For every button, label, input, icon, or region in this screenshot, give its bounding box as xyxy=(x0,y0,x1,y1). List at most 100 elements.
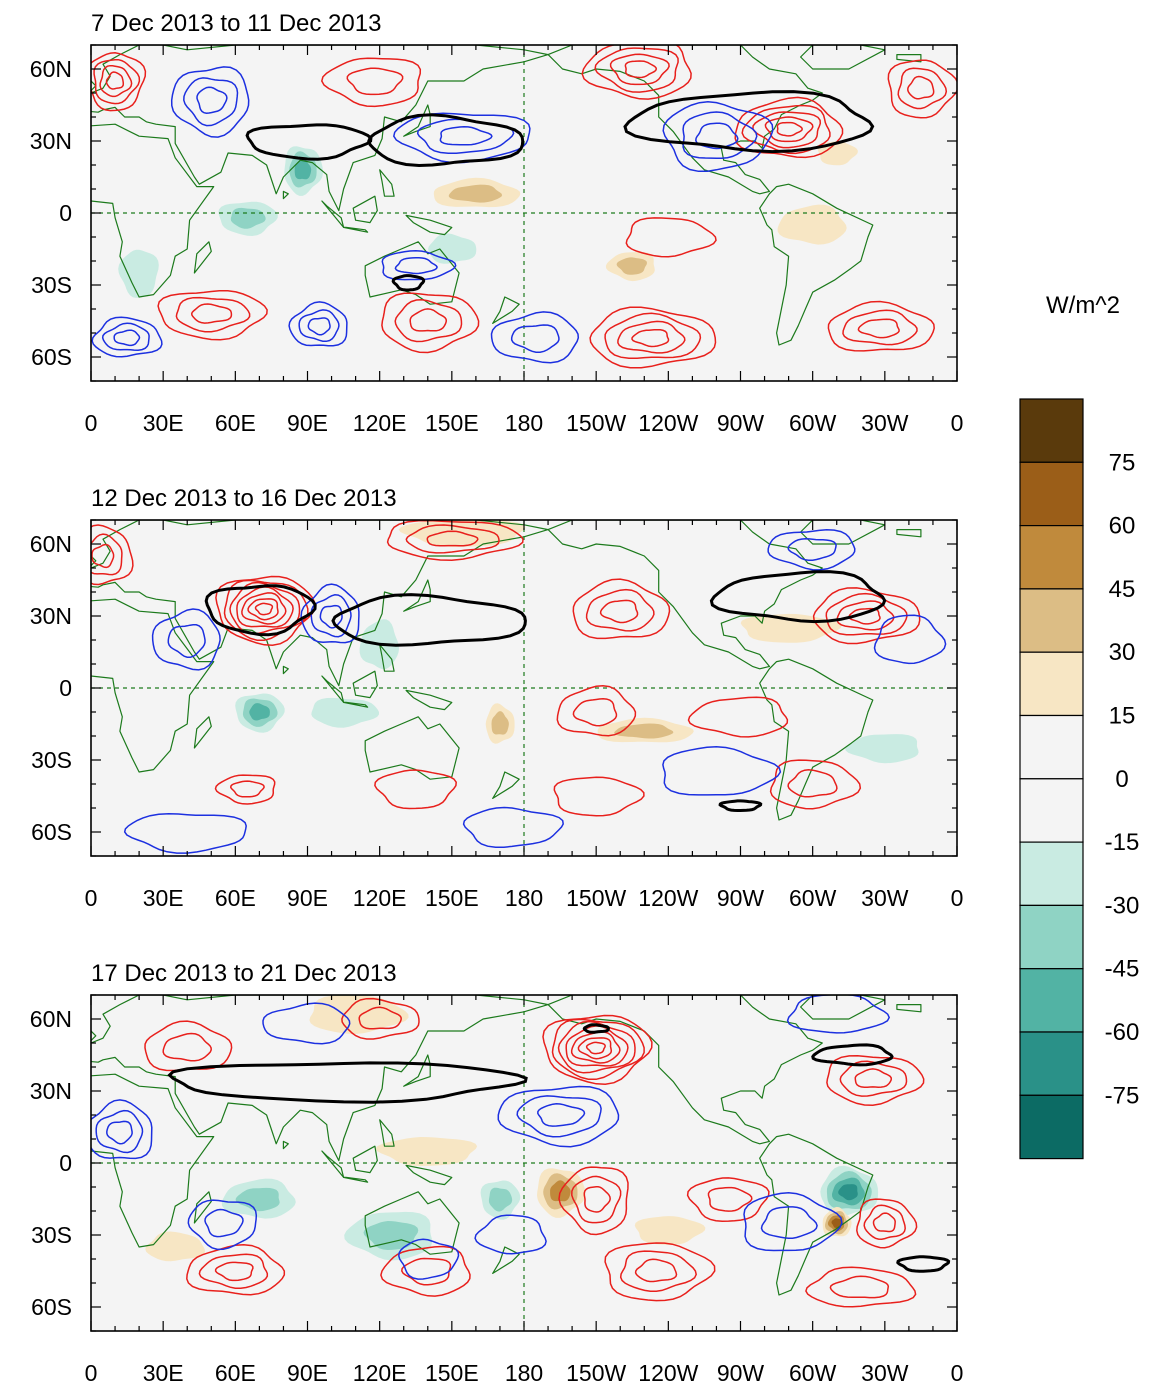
negative-anomaly-shading xyxy=(311,697,379,728)
latitude-tick-label: 60S xyxy=(31,1294,72,1320)
positive-anomaly-shading xyxy=(777,204,847,245)
negative-contour xyxy=(91,316,163,358)
coastline xyxy=(379,644,395,672)
negative-contour xyxy=(91,1099,153,1160)
positive-contour xyxy=(91,543,115,569)
positive-contour xyxy=(609,53,670,86)
colorbar-swatch xyxy=(1019,461,1084,527)
longitude-tick-label: 180 xyxy=(505,1360,543,1386)
negative-contour xyxy=(170,66,250,138)
negative-contour xyxy=(439,126,493,146)
longitude-tick-label: 0 xyxy=(85,1360,98,1386)
longitude-tick-label: 0 xyxy=(951,410,964,436)
latitude-tick-label: 30S xyxy=(31,747,72,773)
negative-contour xyxy=(298,309,340,343)
latitude-tick-label: 60N xyxy=(30,1006,72,1032)
latitude-tick-label: 0 xyxy=(59,1150,72,1176)
negative-contour xyxy=(151,608,221,671)
latitude-tick-label: 60S xyxy=(31,819,72,845)
coastline xyxy=(67,81,77,88)
colorbar-swatch xyxy=(1019,588,1084,653)
latitude-tick-label: 30S xyxy=(31,272,72,298)
longitude-tick-label: 0 xyxy=(951,1360,964,1386)
longitude-tick-label: 90W xyxy=(717,410,765,436)
colorbar-label: 30 xyxy=(1109,639,1136,666)
coastline xyxy=(364,716,460,780)
positive-contour xyxy=(734,96,844,159)
negative-contour xyxy=(398,1238,460,1280)
colorbar-label: 45 xyxy=(1109,576,1136,603)
bold-contour xyxy=(709,570,887,624)
positive-contour xyxy=(401,1257,452,1286)
positive-anomaly-shading xyxy=(817,141,858,166)
positive-contour xyxy=(856,1198,918,1249)
negative-contour xyxy=(394,257,438,275)
coastline xyxy=(282,190,289,200)
positive-contour xyxy=(604,1242,716,1302)
coastline xyxy=(896,1004,922,1013)
positive-anomaly-shading xyxy=(616,257,647,275)
positive-contour xyxy=(604,312,702,360)
positive-contour xyxy=(897,67,948,110)
longitude-tick-label: 60E xyxy=(215,885,256,911)
coastline xyxy=(800,45,886,70)
positive-contour xyxy=(769,759,862,810)
longitude-tick-label: 90E xyxy=(287,1360,328,1386)
longitude-tick-label: 60W xyxy=(789,885,837,911)
longitude-tick-label: 120E xyxy=(353,885,407,911)
coastline xyxy=(193,1191,212,1224)
coastline xyxy=(193,241,212,274)
negative-contour xyxy=(537,1103,586,1127)
longitude-tick-label: 90W xyxy=(717,1360,765,1386)
positive-contour xyxy=(381,292,480,354)
positive-contour xyxy=(380,1245,471,1297)
negative-anomaly-shading xyxy=(845,734,919,764)
coastline xyxy=(492,771,520,799)
coastline xyxy=(405,1164,453,1186)
coastline xyxy=(896,529,922,538)
longitude-tick-label: 90E xyxy=(287,885,328,911)
map-area xyxy=(67,45,957,381)
longitude-tick-label: 150W xyxy=(566,410,626,436)
positive-contour xyxy=(839,1060,908,1097)
longitude-tick-label: 150E xyxy=(425,1360,479,1386)
bold-contour xyxy=(811,1043,894,1067)
latitude-axis: 60N 30N 0 30S 60S xyxy=(30,519,957,857)
map-area xyxy=(67,995,957,1331)
longitude-tick-label: 30W xyxy=(861,1360,909,1386)
positive-contour xyxy=(254,602,274,616)
negative-contour xyxy=(682,111,758,159)
bold-contour xyxy=(167,1061,528,1104)
negative-contour xyxy=(392,112,531,164)
coastline xyxy=(352,195,378,224)
coastline xyxy=(91,1073,215,1248)
positive-contour xyxy=(565,1025,629,1067)
negative-contour xyxy=(262,1002,351,1045)
negative-contour xyxy=(760,1206,818,1240)
positive-contour xyxy=(583,1186,611,1213)
positive-contour xyxy=(776,121,803,137)
negative-contour xyxy=(662,101,774,173)
negative-contour xyxy=(183,77,239,127)
latitude-tick-label: 60N xyxy=(30,56,72,82)
positive-contour xyxy=(634,1258,678,1283)
longitude-tick-label: 150W xyxy=(566,1360,626,1386)
negative-contour xyxy=(516,1095,602,1138)
positive-contour xyxy=(854,1068,893,1089)
positive-contour xyxy=(589,306,717,369)
longitude-tick-label: 150E xyxy=(425,885,479,911)
bold-contour xyxy=(367,113,525,168)
coastline xyxy=(343,1176,369,1183)
coastline xyxy=(91,598,215,773)
positive-contour xyxy=(826,1055,925,1106)
bold-contour xyxy=(245,123,373,161)
coastline xyxy=(67,1031,77,1038)
longitude-tick-label: 30E xyxy=(143,1360,184,1386)
longitude-tick-label: 0 xyxy=(85,885,98,911)
positive-contour xyxy=(863,1204,906,1240)
colorbar-swatch xyxy=(1019,778,1084,843)
positive-contour xyxy=(631,328,670,348)
negative-anomaly-shading xyxy=(235,1187,280,1212)
